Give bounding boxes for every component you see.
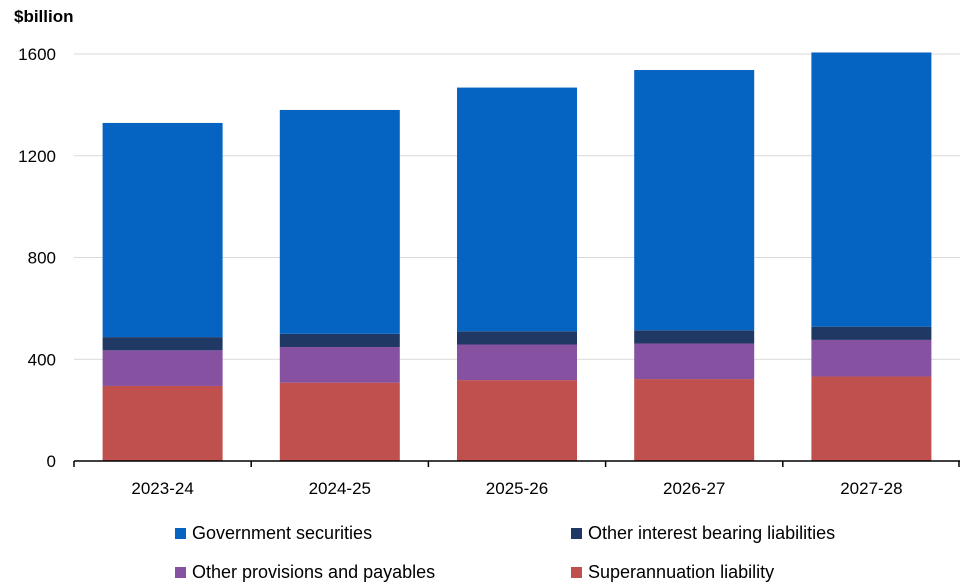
bar-2026-27-other-interest-bearing-liabilities <box>634 330 755 344</box>
x-tick-label-2027-28: 2027-28 <box>840 479 902 498</box>
x-tick-label-2024-25: 2024-25 <box>309 479 371 498</box>
bar-2027-28-other-interest-bearing-liabilities <box>811 326 932 340</box>
bar-2026-27-other-provisions-and-payables <box>634 343 755 380</box>
y-tick-label-1200: 1200 <box>18 147 56 166</box>
bar-2023-24-other-interest-bearing-liabilities <box>102 337 223 351</box>
bar-2027-28-superannuation-liability <box>811 376 932 461</box>
x-tick-label-2023-24: 2023-24 <box>131 479 193 498</box>
bar-2024-25-other-provisions-and-payables <box>279 347 400 383</box>
bar-2023-24-government-securities <box>102 122 223 338</box>
bar-2023-24-superannuation-liability <box>102 385 223 461</box>
y-axis-label: $billion <box>14 7 74 26</box>
x-tick-label-2025-26: 2025-26 <box>486 479 548 498</box>
y-tick-label-400: 400 <box>28 350 56 369</box>
bar-2025-26-government-securities <box>457 87 577 332</box>
bar-2025-26-superannuation-liability <box>457 380 577 461</box>
bar-2024-25-government-securities <box>279 109 400 334</box>
x-tick-label-2026-27: 2026-27 <box>663 479 725 498</box>
y-tick-label-0: 0 <box>47 452 56 471</box>
bar-2025-26-other-provisions-and-payables <box>457 344 577 381</box>
bar-2027-28-other-provisions-and-payables <box>811 339 932 377</box>
bar-2025-26-other-interest-bearing-liabilities <box>457 331 577 345</box>
bar-2026-27-government-securities <box>634 70 755 331</box>
bar-2027-28-government-securities <box>811 52 932 327</box>
bar-2024-25-other-interest-bearing-liabilities <box>279 333 400 348</box>
bar-2024-25-superannuation-liability <box>279 382 400 461</box>
bar-2023-24-other-provisions-and-payables <box>102 350 223 386</box>
bar-2026-27-superannuation-liability <box>634 379 755 461</box>
y-tick-label-800: 800 <box>28 249 56 268</box>
y-tick-label-1600: 1600 <box>18 45 56 64</box>
